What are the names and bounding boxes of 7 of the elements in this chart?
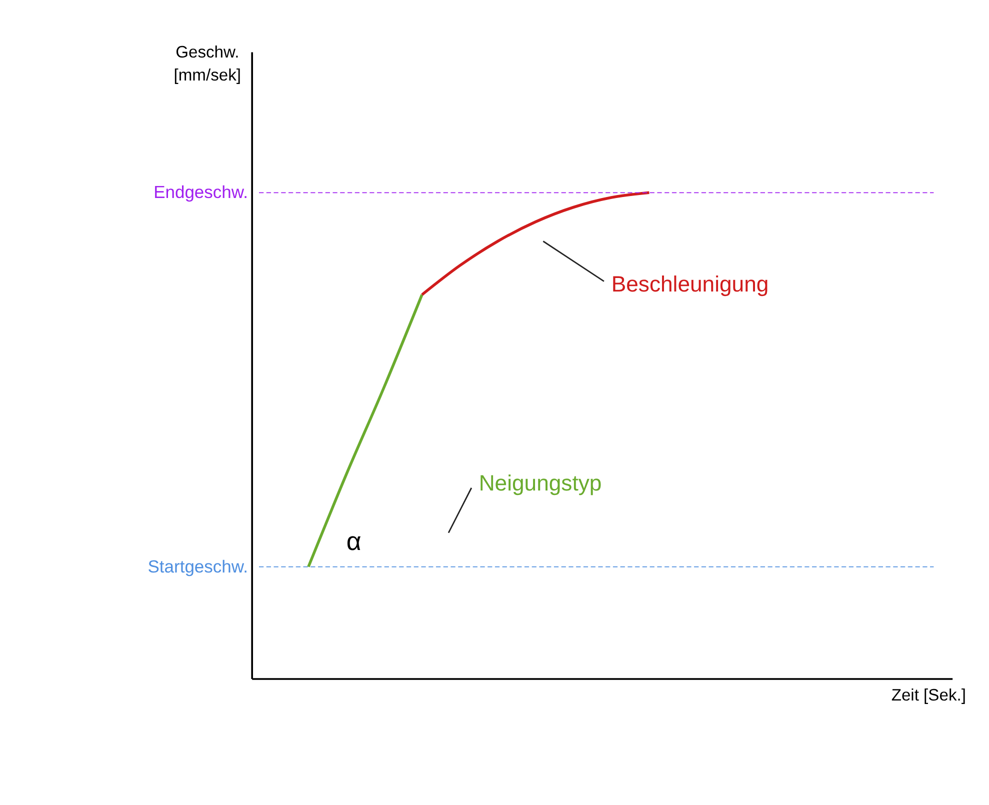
text: Geschw. [mm/sek] (174, 42, 242, 84)
annotation: Beschleunigung (611, 271, 769, 296)
ref-line-label: Startgeschw. (148, 556, 248, 576)
annotation: Neigungstyp (478, 470, 602, 496)
ref-line-label: Endgeschw. (154, 182, 248, 202)
text: Zeit [Sek.] (891, 686, 966, 705)
annotation: α (346, 528, 362, 556)
